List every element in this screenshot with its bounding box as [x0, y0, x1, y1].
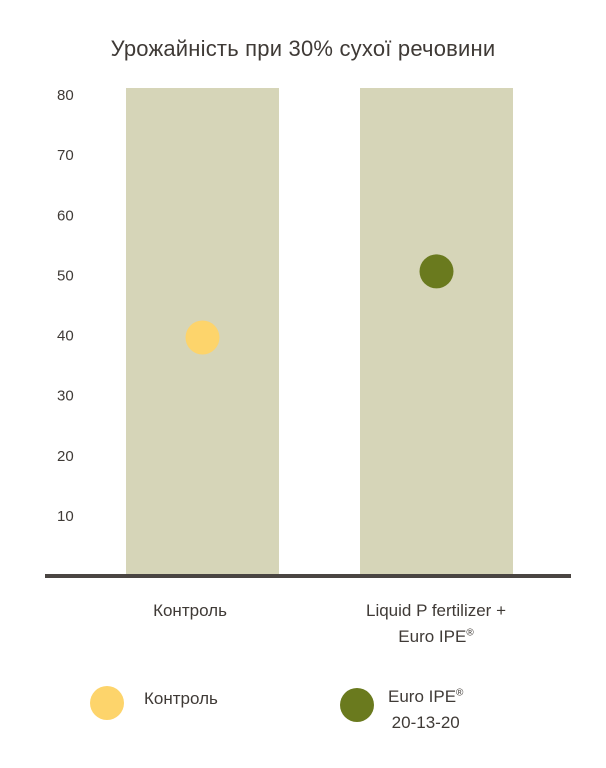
y-tick-label-30: 30	[57, 388, 74, 405]
chart-title: Урожайність при 30% сухої речовини	[110, 36, 496, 61]
category-label-euro-ipe: Liquid P fertilizer + Euro IPE®	[316, 598, 556, 650]
category-label-euro-ipe-line1: Liquid P fertilizer +	[365, 601, 506, 620]
category-label-control-line1: Контроль	[153, 601, 227, 620]
legend-label-euro-ipe: Euro IPE® 20-13-20	[388, 687, 464, 732]
y-tick-label-70: 70	[57, 147, 74, 164]
category-label-euro-ipe-line2: Euro IPE®	[398, 627, 474, 646]
legend-dot-control	[90, 686, 124, 720]
data-point-1	[419, 254, 454, 289]
y-tick-label-60: 60	[57, 207, 74, 224]
legend-item-control: Контроль	[90, 686, 218, 720]
y-tick-label-50: 50	[57, 267, 74, 284]
legend-label-control: Контроль	[144, 689, 218, 708]
y-tick-label-80: 80	[57, 87, 74, 104]
y-tick-label-10: 10	[57, 508, 74, 525]
y-tick-label-40: 40	[57, 328, 74, 345]
legend-dot-euro-ipe	[340, 688, 374, 722]
y-tick-label-20: 20	[57, 448, 74, 465]
data-point-0	[185, 320, 220, 355]
category-column-1	[360, 88, 513, 576]
category-label-control: Контроль	[90, 598, 290, 624]
legend-item-euro-ipe: Euro IPE® 20-13-20	[340, 684, 463, 736]
